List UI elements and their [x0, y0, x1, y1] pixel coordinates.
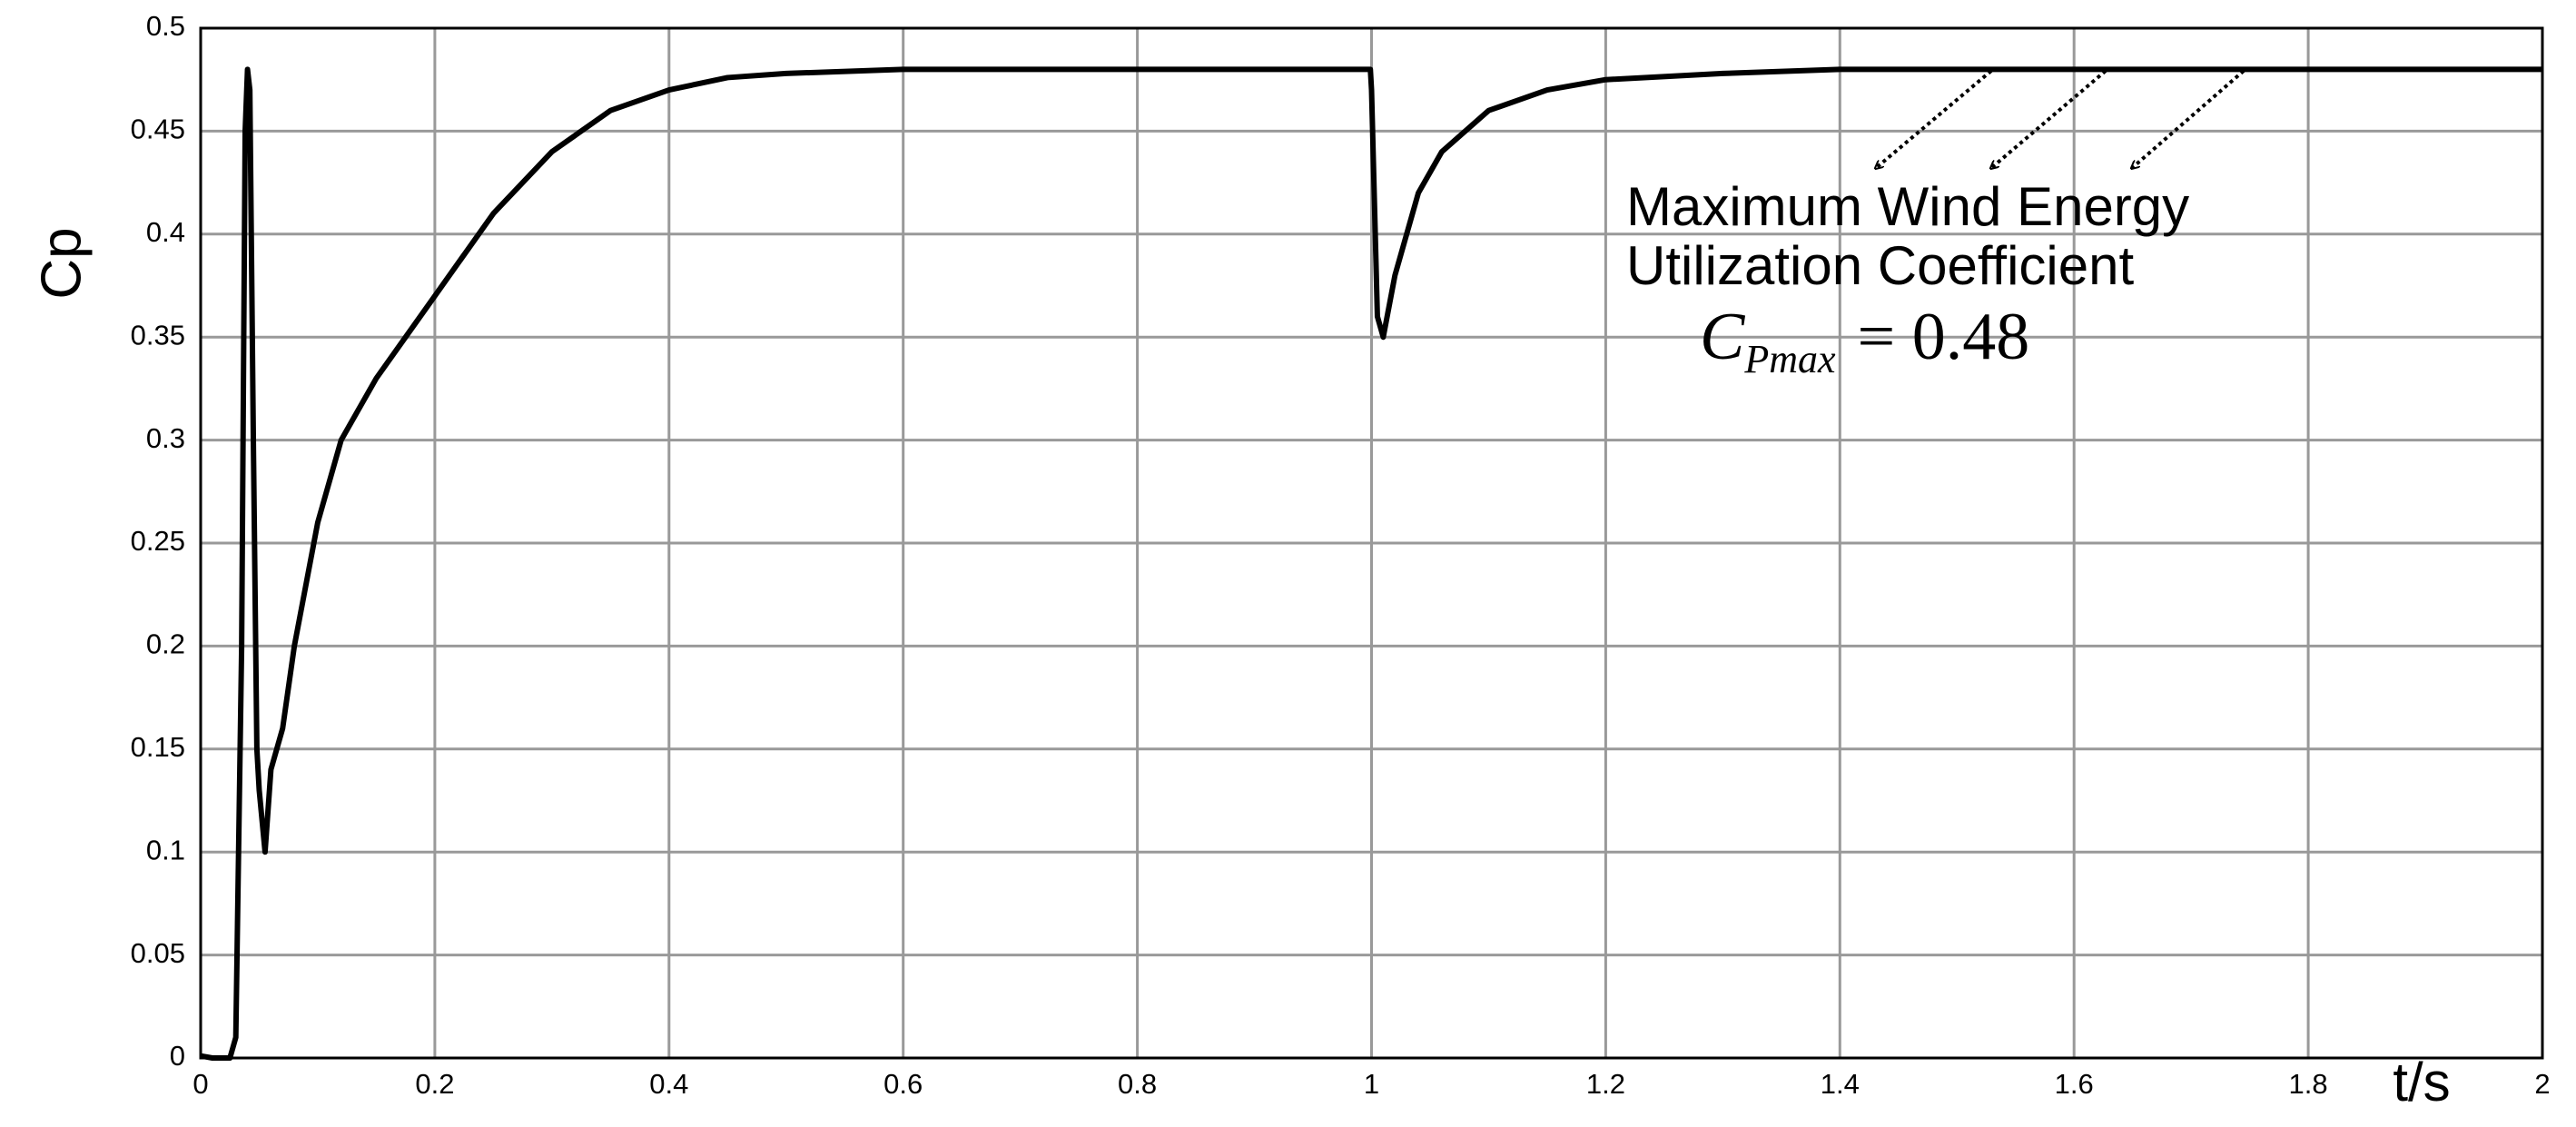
y-tick-label: 0.3: [146, 422, 185, 454]
annotation-line: Maximum Wind Energy: [1626, 176, 2189, 237]
y-tick-label: 0.25: [131, 525, 185, 557]
y-tick-label: 0.05: [131, 937, 185, 969]
y-tick-label: 0.1: [146, 834, 185, 865]
x-tick-label: 0: [192, 1068, 208, 1100]
x-tick-label: 0.2: [415, 1068, 454, 1100]
y-tick-label: 0: [170, 1040, 185, 1072]
data-line: [200, 66, 2542, 1061]
annotation-formula: CPmax = 0.48: [1700, 300, 2029, 381]
formula-subscript-text: Pmax: [1743, 337, 1836, 381]
y-tick-label: 0.15: [131, 731, 185, 763]
x-tick-label: 2: [2534, 1068, 2550, 1100]
x-tick-label: 1.8: [2289, 1068, 2328, 1100]
y-tick-label: 0.5: [146, 10, 185, 42]
plot-frame: [199, 26, 2544, 1060]
x-tick-label: 1: [1364, 1068, 1379, 1100]
formula-equation: = 0.48: [1858, 300, 2030, 374]
y-tick-label: 0.35: [131, 319, 185, 351]
x-tick-label: 0.8: [1118, 1068, 1157, 1100]
y-tick-label: 0.45: [131, 114, 185, 145]
arrow: [2132, 69, 2245, 168]
x-tick-label: 1.4: [1821, 1068, 1860, 1100]
x-tick-label: 1.6: [2055, 1068, 2094, 1100]
x-tick-label: 0.4: [649, 1068, 688, 1100]
arrow: [1991, 69, 2107, 168]
formula-subscript: Pmax: [1743, 337, 1836, 381]
x-axis-label: t/s: [2393, 1052, 2450, 1112]
formula-symbol: C: [1700, 300, 1746, 374]
arrow: [1876, 69, 1993, 168]
y-tick-label: 0.4: [146, 216, 185, 248]
annotation-line: Utilization Coefficient: [1626, 235, 2134, 296]
x-tick-label: 0.6: [883, 1068, 923, 1100]
y-axis-label: Cp: [30, 227, 93, 299]
annotation-arrows: [1876, 69, 2245, 168]
x-tick-label: 1.2: [1586, 1068, 1625, 1100]
y-tick-label: 0.2: [146, 628, 185, 660]
